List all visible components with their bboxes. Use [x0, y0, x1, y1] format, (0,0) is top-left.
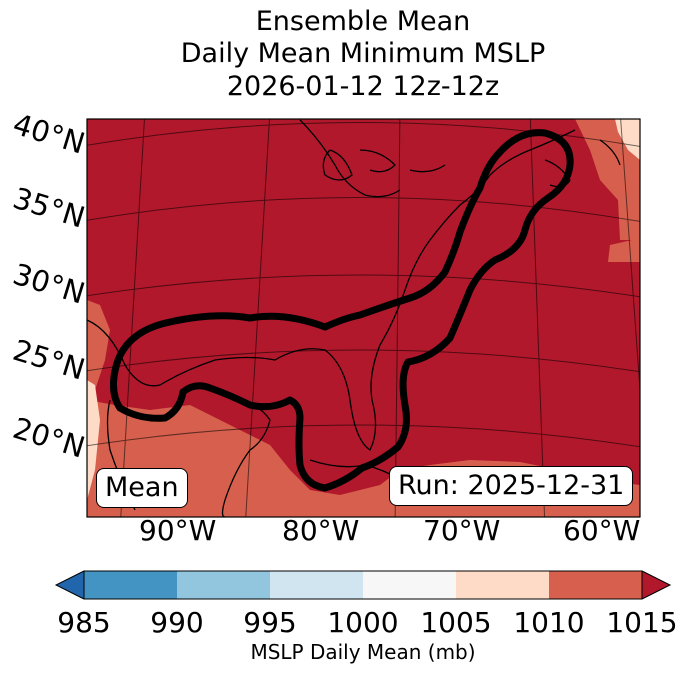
colorbar-tick-label: 1000	[327, 606, 399, 639]
colorbar-tick-label: 1015	[606, 606, 678, 639]
colorbar-tick-label: 990	[150, 606, 204, 639]
colorbar-extend-low	[56, 571, 84, 599]
graticule	[87, 119, 640, 517]
field-peach-west	[87, 380, 100, 500]
colorbar-tick-label: 1010	[513, 606, 585, 639]
colorbar-label: MSLP Daily Mean (mb)	[250, 640, 476, 664]
title-line-3: 2026-01-12 12z-12z	[226, 71, 500, 102]
field-mid-red-northeast-2	[575, 119, 640, 240]
mean-label-box: Mean	[96, 468, 188, 508]
colorbar-tick-label: 1005	[420, 606, 492, 639]
run-date-box: Run: 2025-12-31	[389, 466, 634, 506]
title-line-2: Daily Mean Minimum MSLP	[180, 38, 546, 69]
colorbar-segment	[363, 571, 457, 599]
colorbar-segment	[84, 571, 178, 599]
colorbar-segment	[456, 571, 550, 599]
colorbar-segment	[549, 571, 643, 599]
field-mid-red-west	[87, 300, 110, 400]
colorbar-tick-label: 995	[243, 606, 297, 639]
lon-label-60w: 60°W	[563, 514, 641, 547]
lon-label-70w: 70°W	[423, 514, 501, 547]
title-line-1: Ensemble Mean	[255, 6, 471, 37]
colorbar-frame	[83, 570, 643, 600]
pressure-contour	[110, 129, 574, 492]
colorbar-tick-label: 985	[57, 606, 111, 639]
colorbar-extend-high	[642, 571, 670, 599]
map-frame	[86, 118, 641, 518]
lon-label-80w: 80°W	[282, 514, 360, 547]
lon-label-90w: 90°W	[139, 514, 217, 547]
colorbar-segment	[177, 571, 271, 599]
field-mid-red-northeast	[560, 119, 640, 262]
colorbar-segment	[270, 571, 364, 599]
